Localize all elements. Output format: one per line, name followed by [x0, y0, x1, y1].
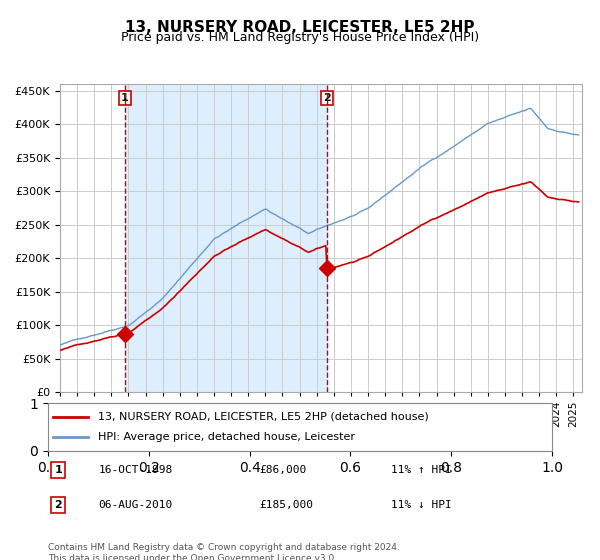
Text: Contains HM Land Registry data © Crown copyright and database right 2024.
This d: Contains HM Land Registry data © Crown c…	[48, 543, 400, 560]
Text: 06-AUG-2010: 06-AUG-2010	[98, 500, 173, 510]
Text: 13, NURSERY ROAD, LEICESTER, LE5 2HP (detached house): 13, NURSERY ROAD, LEICESTER, LE5 2HP (de…	[98, 412, 429, 422]
Text: 11% ↓ HPI: 11% ↓ HPI	[391, 500, 451, 510]
Text: £86,000: £86,000	[260, 465, 307, 475]
Text: 16-OCT-1998: 16-OCT-1998	[98, 465, 173, 475]
Text: 13, NURSERY ROAD, LEICESTER, LE5 2HP: 13, NURSERY ROAD, LEICESTER, LE5 2HP	[125, 20, 475, 35]
Text: 2: 2	[54, 500, 62, 510]
Text: Price paid vs. HM Land Registry's House Price Index (HPI): Price paid vs. HM Land Registry's House …	[121, 31, 479, 44]
Bar	[125, 84, 326, 392]
Text: 11% ↑ HPI: 11% ↑ HPI	[391, 465, 451, 475]
Text: 1: 1	[121, 93, 129, 103]
Text: 1: 1	[54, 465, 62, 475]
Text: 2: 2	[323, 93, 331, 103]
Text: HPI: Average price, detached house, Leicester: HPI: Average price, detached house, Leic…	[98, 432, 355, 442]
Text: £185,000: £185,000	[260, 500, 314, 510]
